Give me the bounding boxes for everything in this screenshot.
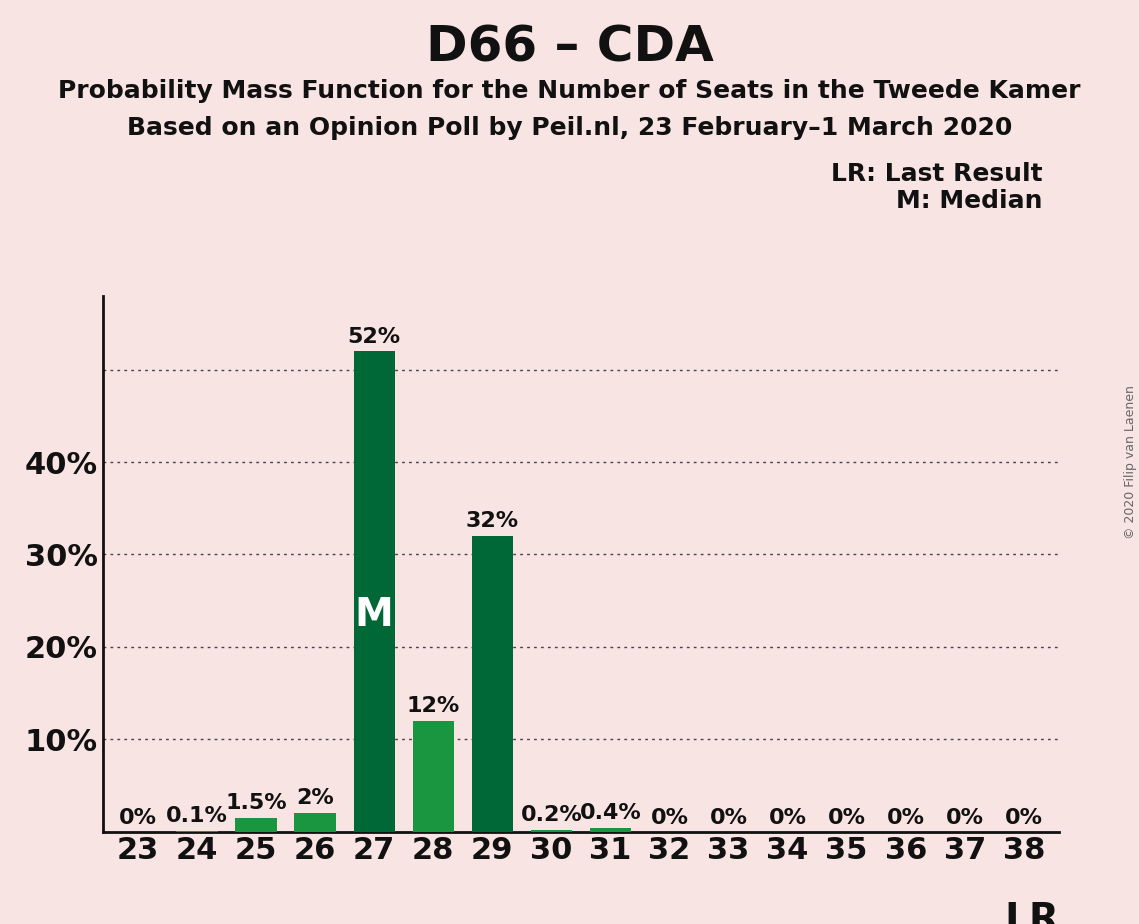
Text: M: M	[355, 596, 394, 635]
Bar	[177, 831, 218, 832]
Bar	[295, 813, 336, 832]
Text: 52%: 52%	[347, 326, 401, 346]
Text: 0.2%: 0.2%	[521, 805, 582, 825]
Text: Probability Mass Function for the Number of Seats in the Tweede Kamer: Probability Mass Function for the Number…	[58, 79, 1081, 103]
Text: LR: LR	[1005, 901, 1059, 924]
Text: © 2020 Filip van Laenen: © 2020 Filip van Laenen	[1124, 385, 1137, 539]
Text: 2%: 2%	[296, 788, 334, 808]
Text: 0%: 0%	[710, 808, 747, 828]
Text: 12%: 12%	[407, 696, 460, 716]
Text: 0%: 0%	[828, 808, 866, 828]
Text: 0%: 0%	[650, 808, 688, 828]
Text: 0%: 0%	[769, 808, 806, 828]
Text: LR: Last Result: LR: Last Result	[830, 162, 1042, 186]
Text: 0%: 0%	[1005, 808, 1043, 828]
Bar	[531, 830, 572, 832]
Text: Based on an Opinion Poll by Peil.nl, 23 February–1 March 2020: Based on an Opinion Poll by Peil.nl, 23 …	[126, 116, 1013, 140]
Text: 0%: 0%	[945, 808, 984, 828]
Text: 0%: 0%	[118, 808, 157, 828]
Text: 0.1%: 0.1%	[166, 806, 228, 826]
Bar	[236, 818, 277, 832]
Text: 32%: 32%	[466, 511, 519, 531]
Bar	[412, 721, 454, 832]
Bar	[353, 351, 395, 832]
Text: 1.5%: 1.5%	[226, 793, 287, 813]
Text: M: Median: M: Median	[895, 189, 1042, 213]
Text: 0.4%: 0.4%	[580, 803, 641, 823]
Text: 0%: 0%	[887, 808, 925, 828]
Bar	[472, 536, 513, 832]
Bar	[590, 828, 631, 832]
Text: D66 – CDA: D66 – CDA	[426, 23, 713, 71]
